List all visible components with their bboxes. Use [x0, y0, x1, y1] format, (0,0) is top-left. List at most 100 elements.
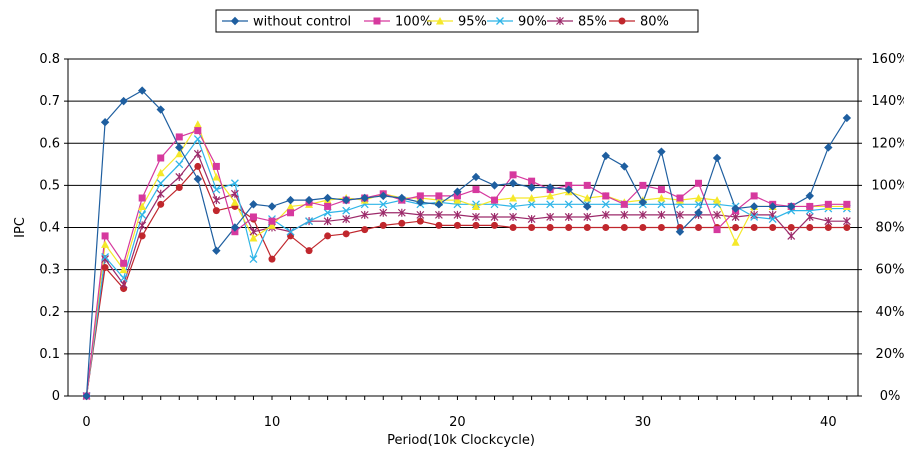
legend-label: 100% [395, 15, 432, 30]
data-point [379, 208, 388, 217]
data-point [119, 274, 128, 283]
data-point [601, 151, 611, 161]
data-point [119, 265, 128, 274]
data-point [657, 147, 666, 156]
data-point [268, 217, 276, 225]
data-point [398, 219, 406, 227]
data-point [583, 194, 592, 202]
data-point [787, 231, 796, 240]
data-point [212, 172, 221, 181]
legend-label: without control [253, 15, 351, 30]
data-point [842, 217, 851, 226]
data-point [453, 221, 461, 229]
data-point [268, 255, 276, 263]
data-point [138, 221, 147, 230]
data-point [768, 215, 777, 224]
data-point [639, 181, 647, 189]
legend-marker [618, 17, 626, 25]
data-point [601, 200, 610, 209]
data-point [824, 200, 832, 208]
data-point [138, 232, 146, 240]
legend-marker [436, 17, 444, 25]
data-point [193, 149, 202, 158]
data-point [527, 183, 536, 192]
data-point [676, 194, 684, 202]
data-point [435, 192, 443, 200]
data-point [620, 162, 629, 171]
data-point [472, 186, 480, 194]
data-point [138, 202, 147, 210]
data-point [212, 207, 220, 215]
y2-tick-label: 0% [880, 389, 901, 404]
data-point [305, 247, 313, 255]
legend-label: 95% [458, 15, 487, 30]
data-point [286, 202, 295, 210]
data-point [694, 208, 703, 217]
data-point [695, 179, 703, 187]
data-point [602, 192, 610, 200]
data-point [453, 210, 462, 219]
data-point [731, 212, 740, 221]
data-point [82, 391, 91, 401]
data-point [138, 210, 147, 219]
data-point [750, 213, 759, 221]
data-point [360, 210, 369, 219]
data-point [657, 186, 665, 194]
data-point [212, 162, 220, 170]
data-point [824, 224, 832, 231]
series-line-1 [85, 129, 847, 397]
data-point [119, 280, 128, 289]
data-point [527, 194, 536, 202]
data-point [175, 172, 184, 181]
data-point [602, 224, 610, 231]
data-point [806, 202, 814, 210]
data-point [491, 196, 499, 204]
data-point [416, 210, 425, 219]
data-point [546, 224, 554, 231]
y-axis-right: 0% 20% 40% 60% 80% 100% 120% 140% 160% [858, 52, 904, 404]
data-point [453, 187, 462, 196]
data-point [156, 189, 165, 198]
legend-label: 80% [640, 15, 669, 30]
data-point [175, 183, 183, 191]
data-point [620, 210, 629, 219]
x-axis-title: Period(10k Clockcycle) [387, 433, 535, 448]
x-tick-label: 0 [82, 415, 90, 430]
data-point [638, 198, 648, 207]
data-point [157, 154, 165, 162]
data-point [509, 212, 517, 221]
legend-marker [496, 17, 504, 25]
data-point [583, 212, 592, 221]
data-point [657, 224, 665, 231]
data-point [156, 105, 165, 114]
data-point [472, 212, 480, 221]
data-point [843, 200, 851, 208]
data-point [787, 224, 795, 231]
data-point [435, 221, 443, 229]
legend-label: 85% [578, 15, 607, 30]
data-point [175, 149, 184, 158]
x-tick-label: 30 [635, 415, 652, 430]
data-point [120, 259, 128, 267]
data-point [583, 181, 591, 189]
y-tick-label: 0.8 [39, 52, 60, 67]
data-point [657, 194, 666, 202]
y2-tick-label: 160% [871, 52, 904, 67]
y-axis-title: IPC [13, 217, 28, 238]
data-point [341, 195, 351, 205]
data-point [527, 215, 536, 224]
data-point [787, 202, 796, 211]
data-point [509, 171, 517, 179]
data-point [713, 210, 721, 219]
data-point [342, 215, 351, 224]
data-point [342, 206, 351, 215]
data-point [564, 212, 573, 221]
x-tick-label: 20 [449, 415, 466, 430]
y-tick-label: 0.6 [39, 136, 60, 151]
data-point [194, 162, 202, 170]
data-point [101, 253, 110, 261]
data-point [324, 232, 332, 240]
data-point [491, 221, 499, 229]
